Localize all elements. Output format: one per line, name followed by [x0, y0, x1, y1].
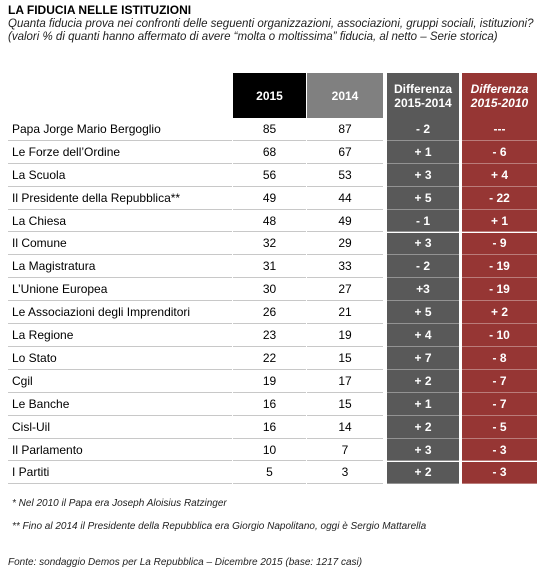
table-value: + 2 — [462, 301, 537, 325]
table-value: - 19 — [462, 255, 537, 279]
table-value: + 1 — [387, 140, 459, 164]
row-label: Le Banche — [8, 393, 232, 416]
table-value: + 4 — [387, 324, 459, 347]
table-value: 19 — [233, 369, 306, 393]
table-value: 48 — [233, 209, 306, 233]
table-value: + 3 — [387, 163, 459, 187]
table-value: + 2 — [387, 461, 459, 485]
table-value: --- — [462, 118, 537, 141]
table-value: 53 — [307, 163, 383, 187]
table-value: 23 — [233, 324, 306, 347]
table-value: + 2 — [387, 415, 459, 439]
row-label: Il Parlamento — [8, 439, 232, 462]
table-value: - 2 — [387, 255, 459, 279]
row-label: Il Presidente della Repubblica** — [8, 187, 232, 210]
table-value: 3 — [307, 461, 383, 485]
table-value: 49 — [307, 209, 383, 233]
table-value: 56 — [233, 163, 306, 187]
table-value: +3 — [387, 278, 459, 302]
table-value: - 2 — [387, 118, 459, 141]
table-value: 33 — [307, 255, 383, 279]
row-label: Le Associazioni degli Imprenditori — [8, 301, 232, 325]
row-label: Il Comune — [8, 233, 232, 256]
table-value: + 5 — [387, 186, 459, 210]
table-value: - 3 — [462, 461, 537, 485]
column-header: Differenza 2015-2014 — [387, 73, 459, 118]
table-value: 21 — [307, 301, 383, 325]
table-value: 16 — [233, 415, 306, 439]
row-label: L’Unione Europea — [8, 278, 232, 302]
table-value: 5 — [233, 461, 306, 485]
table-value: - 3 — [462, 438, 537, 462]
row-label: Cisl-Uil — [8, 416, 232, 439]
footnote: ** Fino al 2014 il Presidente della Repu… — [12, 521, 427, 532]
table-value: - 5 — [462, 415, 537, 439]
row-label: Le Forze dell’Ordine — [8, 141, 232, 164]
table-value: 68 — [233, 140, 306, 164]
table-value: 10 — [233, 438, 306, 462]
table-value: + 3 — [387, 232, 459, 256]
table-value: - 6 — [462, 140, 537, 164]
column-header: 2014 — [307, 73, 383, 118]
table-value: 87 — [307, 118, 383, 141]
row-label: La Magistratura — [8, 255, 232, 279]
table-value: 29 — [307, 232, 383, 256]
table-value: + 1 — [462, 209, 537, 233]
table-value: 85 — [233, 118, 306, 141]
table-value: 7 — [307, 438, 383, 462]
table-value: - 19 — [462, 278, 537, 302]
row-label: Papa Jorge Mario Bergoglio — [8, 118, 232, 141]
table-value: + 2 — [387, 369, 459, 393]
source: Fonte: sondaggio Demos per La Repubblica… — [8, 557, 363, 568]
table-value: 19 — [307, 324, 383, 347]
table-value: 44 — [307, 186, 383, 210]
table-value: 17 — [307, 369, 383, 393]
table-value: - 7 — [462, 392, 537, 416]
table-value: 16 — [233, 392, 306, 416]
table-value: 22 — [233, 347, 306, 370]
table-value: - 7 — [462, 369, 537, 393]
table-value: 49 — [233, 186, 306, 210]
table-value: - 10 — [462, 324, 537, 347]
table-value: 27 — [307, 278, 383, 302]
column-header: Differenza 2015-2010 — [462, 73, 537, 118]
table-value: + 3 — [387, 438, 459, 462]
table-value: + 5 — [387, 301, 459, 325]
table-value: 14 — [307, 415, 383, 439]
table-value: 26 — [233, 301, 306, 325]
row-label: La Regione — [8, 324, 232, 347]
table-value: + 7 — [387, 347, 459, 370]
table-value: + 1 — [387, 392, 459, 416]
table-value: - 9 — [462, 232, 537, 256]
row-label: La Scuola — [8, 164, 232, 187]
table-value: 15 — [307, 347, 383, 370]
table-value: 31 — [233, 255, 306, 279]
table-value: - 8 — [462, 347, 537, 370]
column-header: 2015 — [233, 73, 306, 118]
table-value: 32 — [233, 232, 306, 256]
table-value: - 22 — [462, 186, 537, 210]
table-value: 67 — [307, 140, 383, 164]
title: LA FIDUCIA NELLE ISTITUZIONI — [8, 3, 192, 17]
row-label: La Chiesa — [8, 210, 232, 233]
row-label: I Partiti — [8, 462, 232, 485]
row-label: Lo Stato — [8, 347, 232, 370]
row-label: Cgil — [8, 370, 232, 393]
table-value: 30 — [233, 278, 306, 302]
subtitle: Quanta fiducia prova nei confronti delle… — [8, 18, 534, 43]
footnote: * Nel 2010 il Papa era Joseph Aloisius R… — [12, 498, 227, 509]
table-value: - 1 — [387, 209, 459, 233]
table-value: + 4 — [462, 163, 537, 187]
table-value: 15 — [307, 392, 383, 416]
